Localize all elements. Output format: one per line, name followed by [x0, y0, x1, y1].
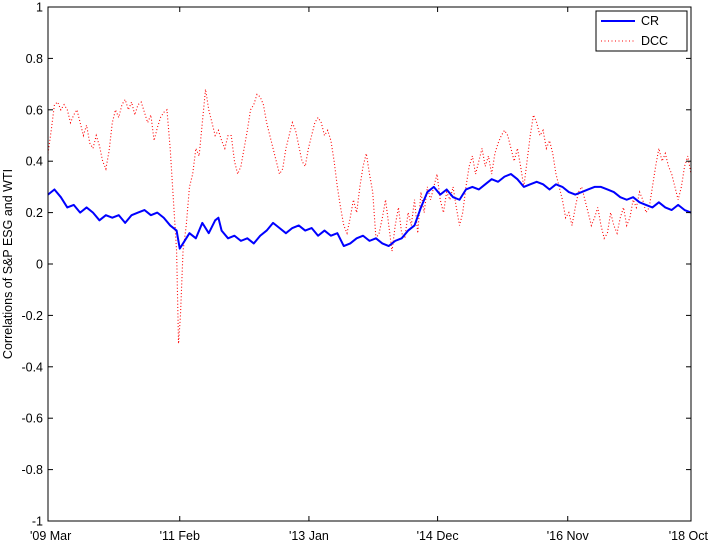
y-axis-label: Correlations of S&P ESG and WTI	[1, 169, 15, 359]
y-tick-label: 1	[36, 1, 43, 15]
y-tick-label: 0.4	[26, 155, 43, 169]
y-tick-label: -1	[32, 515, 43, 529]
legend-label-cr: CR	[641, 14, 659, 28]
y-tick-label: -0.4	[21, 360, 43, 374]
y-tick-label: -0.8	[21, 463, 43, 477]
legend: CR DCC	[595, 10, 688, 52]
x-axis: '09 Mar '11 Feb '13 Jan '14 Dec '16 Nov '18 O…	[30, 7, 709, 541]
y-tick-label: 0.2	[26, 206, 43, 220]
y-axis: 1 0.8 0.6 0.4 0.2 0 -0.2 -0.4 -0.6 -0.8 -1	[21, 1, 691, 529]
x-tick-label: '09 Mar	[30, 529, 71, 541]
legend-label-dcc: DCC	[641, 34, 668, 48]
y-tick-label: 0.8	[26, 52, 43, 66]
legend-box	[595, 10, 688, 52]
series-line-cr	[47, 173, 692, 250]
y-tick-label: 0	[36, 258, 43, 272]
y-tick-label: 0.6	[26, 103, 43, 117]
plot-background	[48, 7, 691, 521]
x-tick-label: '13 Jan	[289, 529, 329, 541]
y-tick-label: -0.6	[21, 412, 43, 426]
y-tick-label: -0.2	[21, 309, 43, 323]
x-tick-label: '14 Dec	[417, 529, 459, 541]
x-tick-label: '16 Nov	[547, 529, 590, 541]
x-tick-label: '11 Feb	[160, 529, 200, 541]
x-tick-label: '18 Oct	[669, 529, 709, 541]
series-layer	[47, 89, 692, 344]
